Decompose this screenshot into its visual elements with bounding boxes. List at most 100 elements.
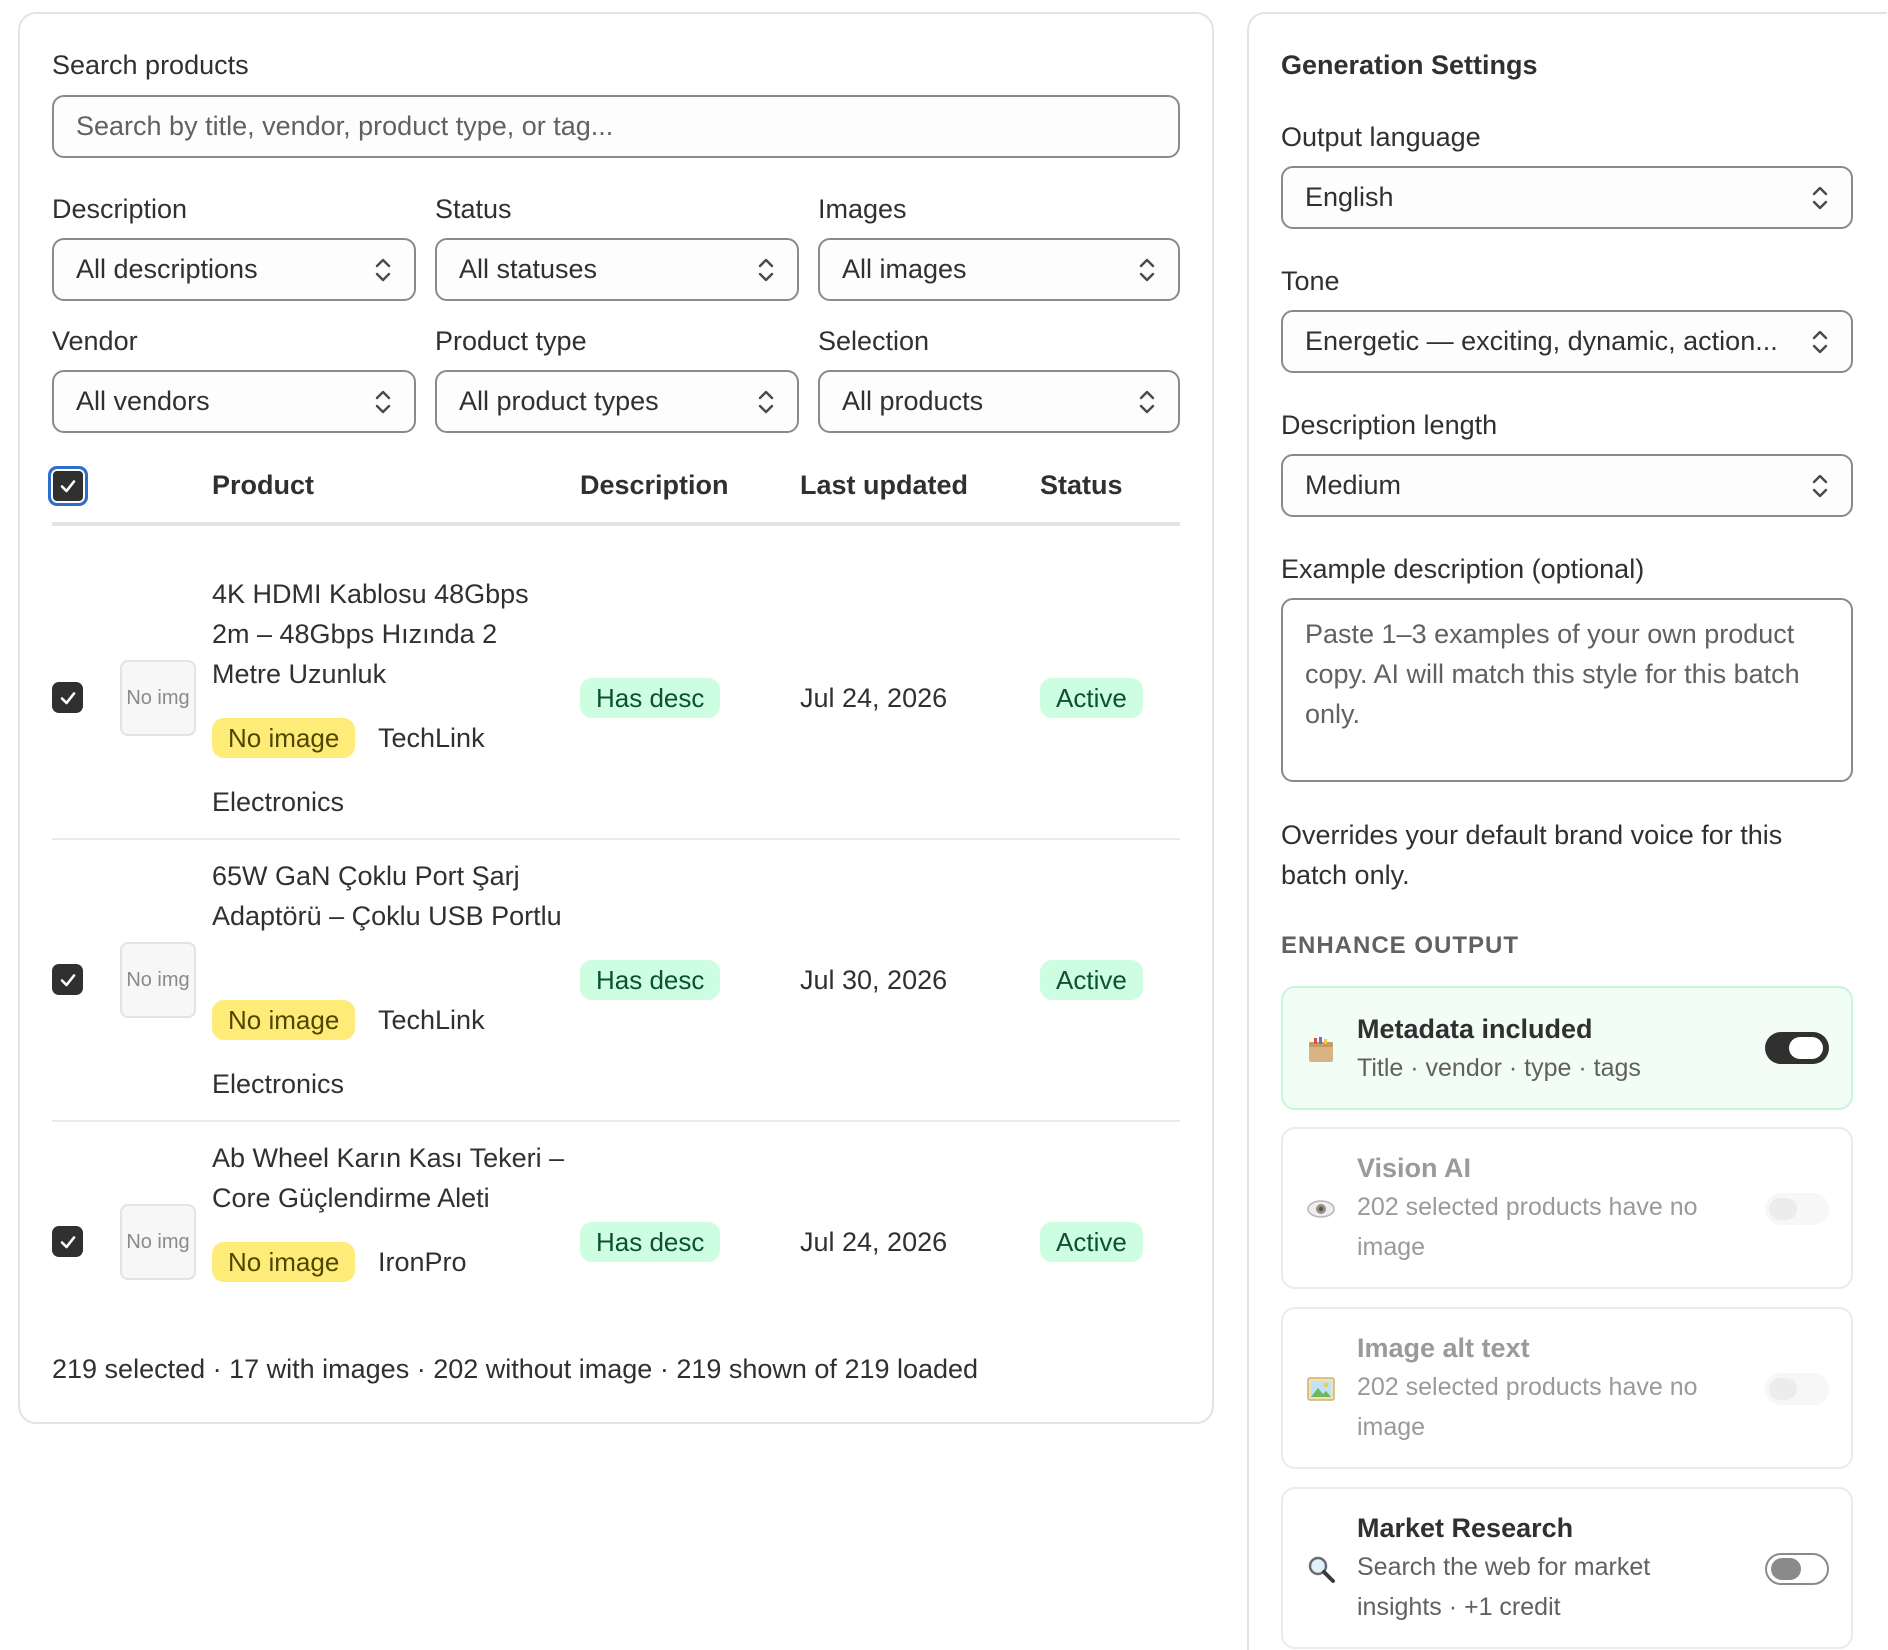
filter-product-type-label: Product type <box>435 326 587 356</box>
filter-images-value: All images <box>842 254 967 284</box>
tone-value: Energetic — exciting, dynamic, action... <box>1305 326 1778 356</box>
filter-selection-value: All products <box>842 386 984 416</box>
description-length-select[interactable]: Medium <box>1281 454 1853 517</box>
feature-description: Search the web for market insights · +1 … <box>1357 1553 1651 1621</box>
filter-product-type-value: All product types <box>459 386 659 416</box>
image-alt-text-feature-card: Image alt text 202 selected products hav… <box>1281 1307 1853 1469</box>
last-updated-date: Jul 30, 2026 <box>800 965 948 995</box>
image-alt-text-toggle[interactable] <box>1765 1373 1829 1405</box>
feature-description: 202 selected products have no image <box>1357 1193 1698 1261</box>
product-title[interactable]: 65W GaN Çoklu Port Şarj Adaptörü – Çoklu… <box>212 861 562 931</box>
row-checkbox[interactable] <box>52 682 83 713</box>
vision-ai-feature-card: Vision AI 202 selected products have no … <box>1281 1127 1853 1289</box>
checkmark-icon <box>60 480 76 493</box>
feature-title: Market Research <box>1357 1513 1574 1543</box>
description-badge: Has desc <box>580 1222 721 1262</box>
filter-vendor-value: All vendors <box>76 386 210 416</box>
checkmark-icon <box>60 1235 75 1248</box>
product-vendor: TechLink <box>378 1005 485 1035</box>
column-header-description[interactable]: Description <box>580 470 729 500</box>
no-image-badge: No image <box>212 1000 356 1040</box>
row-checkbox[interactable] <box>52 964 83 995</box>
magnifier-icon <box>1308 1556 1335 1583</box>
column-header-product[interactable]: Product <box>212 470 315 500</box>
last-updated-date: Jul 24, 2026 <box>800 683 948 713</box>
feature-title: Metadata included <box>1357 1014 1593 1044</box>
metadata-toggle[interactable] <box>1765 1032 1829 1064</box>
status-badge: Active <box>1040 960 1143 1000</box>
tone-label: Tone <box>1281 266 1340 296</box>
example-description-textarea[interactable]: Paste 1–3 examples of your own product c… <box>1281 598 1853 782</box>
table-header-divider <box>52 522 1180 526</box>
status-badge: Active <box>1040 1222 1143 1262</box>
vision-ai-toggle[interactable] <box>1765 1193 1829 1225</box>
filter-status-value: All statuses <box>459 254 598 284</box>
filter-selection-label: Selection <box>818 326 930 356</box>
market-research-feature-card[interactable]: Market Research Search the web for marke… <box>1281 1487 1853 1649</box>
settings-heading: Generation Settings <box>1281 50 1538 80</box>
example-description-label: Example description (optional) <box>1281 554 1645 584</box>
updown-chevron-icon <box>1139 390 1155 413</box>
filter-vendor-select[interactable]: All vendors <box>52 370 416 433</box>
updown-chevron-icon <box>375 390 391 413</box>
filter-selection-select[interactable]: All products <box>818 370 1180 433</box>
updown-chevron-icon <box>1139 258 1155 281</box>
row-divider <box>52 838 1180 840</box>
checkmark-icon <box>60 973 75 986</box>
filter-status-label: Status <box>435 194 512 224</box>
filter-description-value: All descriptions <box>76 254 258 284</box>
feature-title: Image alt text <box>1357 1333 1530 1363</box>
eye-icon <box>1307 1200 1335 1218</box>
updown-chevron-icon <box>375 258 391 281</box>
search-label: Search products <box>52 50 249 80</box>
product-thumbnail-placeholder: No img <box>120 1204 196 1280</box>
description-length-value: Medium <box>1305 470 1402 500</box>
product-title[interactable]: Ab Wheel Karın Kası Tekeri – Core Güçlen… <box>212 1143 565 1213</box>
brand-voice-help-text: Overrides your default brand voice for t… <box>1281 820 1783 890</box>
product-vendor: IronPro <box>378 1247 467 1277</box>
updown-chevron-icon <box>758 258 774 281</box>
output-language-label: Output language <box>1281 122 1481 152</box>
tone-select[interactable]: Energetic — exciting, dynamic, action... <box>1281 310 1853 373</box>
filter-images-label: Images <box>818 194 907 224</box>
search-input[interactable] <box>54 97 1178 156</box>
description-badge: Has desc <box>580 960 721 1000</box>
picture-icon <box>1307 1377 1335 1401</box>
row-checkbox[interactable] <box>52 1226 83 1257</box>
filter-images-select[interactable]: All images <box>818 238 1180 301</box>
filter-product-type-select[interactable]: All product types <box>435 370 799 433</box>
product-vendor: TechLink <box>378 723 485 753</box>
no-image-badge: No image <box>212 718 356 758</box>
updown-chevron-icon <box>1812 474 1828 497</box>
filter-description-select[interactable]: All descriptions <box>52 238 416 301</box>
market-research-toggle[interactable] <box>1765 1553 1829 1585</box>
updown-chevron-icon <box>758 390 774 413</box>
products-panel <box>18 12 1214 1424</box>
product-type: Electronics <box>212 1069 345 1099</box>
column-header-last-updated[interactable]: Last updated <box>800 470 969 500</box>
feature-description: 202 selected products have no image <box>1357 1373 1698 1441</box>
output-language-select[interactable]: English <box>1281 166 1853 229</box>
checkmark-icon <box>60 691 75 704</box>
product-type: Electronics <box>212 787 345 817</box>
filter-description-label: Description <box>52 194 188 224</box>
updown-chevron-icon <box>1812 330 1828 353</box>
filter-vendor-label: Vendor <box>52 326 138 356</box>
selection-summary: 219 selected · 17 with images · 202 with… <box>52 1354 979 1384</box>
filter-status-select[interactable]: All statuses <box>435 238 799 301</box>
product-thumbnail-placeholder: No img <box>120 942 196 1018</box>
column-header-status[interactable]: Status <box>1040 470 1123 500</box>
enhance-output-heading: ENHANCE OUTPUT <box>1281 932 1520 959</box>
row-divider <box>52 1120 1180 1122</box>
last-updated-date: Jul 24, 2026 <box>800 1227 948 1257</box>
updown-chevron-icon <box>1812 186 1828 209</box>
no-image-badge: No image <box>212 1242 356 1282</box>
search-field-wrapper <box>52 95 1180 158</box>
product-thumbnail-placeholder: No img <box>120 660 196 736</box>
select-all-checkbox[interactable] <box>48 466 88 506</box>
product-title[interactable]: 4K HDMI Kablosu 48Gbps 2m – 48Gbps Hızın… <box>212 579 529 689</box>
box-icon <box>1309 1037 1333 1062</box>
status-badge: Active <box>1040 678 1143 718</box>
metadata-feature-card[interactable]: Metadata included Title · vendor · type … <box>1281 986 1853 1110</box>
feature-title: Vision AI <box>1357 1153 1472 1183</box>
